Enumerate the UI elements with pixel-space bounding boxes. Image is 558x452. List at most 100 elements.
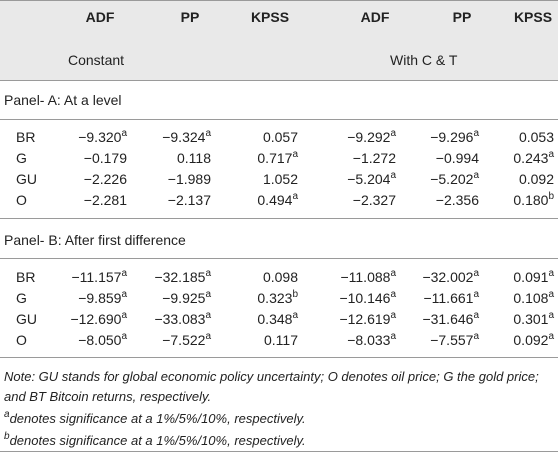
row-label: BR	[16, 269, 36, 285]
cell-superscript: a	[473, 128, 479, 139]
cell: −2.226	[84, 170, 127, 188]
row-label: O	[16, 332, 27, 348]
cell-superscript: a	[205, 128, 211, 139]
cell-value: −1.272	[352, 150, 396, 166]
cell: −12.619a	[339, 310, 396, 328]
cell-value: 0.301	[513, 311, 549, 327]
cell-value: 0.057	[262, 129, 298, 145]
cell: 0.301a	[513, 310, 554, 328]
cell-value: −5.204	[347, 171, 391, 187]
cell-value: −5.202	[430, 171, 474, 187]
note-text: Note: GU stands for global economic poli…	[4, 369, 539, 404]
column-header: ADF	[85, 9, 115, 25]
cell-superscript: b	[548, 191, 554, 202]
cell: −12.690a	[70, 310, 127, 328]
column-header: ADF	[360, 9, 390, 25]
cell-value: 0.348	[257, 311, 293, 327]
cell-value: 0.117	[264, 332, 298, 348]
cell-value: −31.646	[422, 311, 474, 327]
note: bdenotes significance at a 1%/5%/10%, re…	[4, 431, 552, 451]
cell-value: −2.327	[352, 192, 396, 208]
cell-superscript: a	[548, 331, 554, 342]
cell: −2.137	[168, 191, 211, 209]
cell-superscript: a	[121, 268, 127, 279]
cell-superscript: a	[292, 310, 298, 321]
cell-value: 1.052	[262, 171, 298, 187]
header-background	[0, 0, 558, 80]
cell-value: 0.180	[513, 192, 549, 208]
cell-superscript: a	[390, 268, 396, 279]
cell: 0.180b	[513, 191, 554, 209]
row-label: GU	[16, 311, 37, 327]
cell: −32.185a	[154, 268, 211, 286]
cell-value: −0.179	[83, 150, 127, 166]
cell-value: −0.994	[435, 150, 479, 166]
cell-value: −10.146	[339, 290, 391, 306]
cell: −7.522a	[162, 331, 211, 349]
cell: −8.050a	[78, 331, 127, 349]
cell: 0.057	[263, 128, 298, 146]
cell: 0.053	[519, 128, 554, 146]
cell: 0.092	[519, 170, 554, 188]
cell-value: 0.091	[513, 269, 549, 285]
cell-superscript: a	[473, 310, 479, 321]
rule	[0, 258, 558, 259]
cell-superscript: a	[205, 331, 211, 342]
cell: 0.117	[264, 331, 298, 349]
cell: 0.348a	[257, 310, 298, 328]
cell: −9.292a	[347, 128, 396, 146]
cell: −0.179	[84, 149, 127, 167]
cell-value: −12.690	[70, 311, 122, 327]
cell-superscript: a	[205, 289, 211, 300]
cell-value: −7.522	[162, 332, 206, 348]
cell-value: −11.157	[71, 269, 122, 285]
cell-value: 0.053	[518, 129, 554, 145]
cell-value: −32.002	[422, 269, 474, 285]
cell-value: −9.292	[347, 129, 391, 145]
cell-value: −1.989	[167, 171, 211, 187]
cell-superscript: a	[548, 268, 554, 279]
cell-value: 0.243	[513, 150, 549, 166]
cell-value: −11.661	[423, 290, 474, 306]
panel-title: Panel- A: At a level	[4, 92, 122, 108]
cell: −0.994	[436, 149, 479, 167]
cell-superscript: a	[548, 149, 554, 160]
note-superscript: b	[4, 431, 10, 442]
cell-value: −9.320	[78, 129, 122, 145]
cell-value: −9.324	[162, 129, 206, 145]
cell-value: 0.717	[257, 150, 293, 166]
cell-value: −9.859	[78, 290, 122, 306]
group-header: Constant	[68, 52, 125, 68]
cell: −2.281	[84, 191, 127, 209]
cell: 0.323b	[257, 289, 298, 307]
cell-value: −2.356	[435, 192, 479, 208]
cell-superscript: a	[121, 310, 127, 321]
cell: −7.557a	[430, 331, 479, 349]
cell-superscript: b	[292, 289, 298, 300]
cell-value: −33.083	[154, 311, 206, 327]
panel-title: Panel- B: After first difference	[4, 232, 186, 248]
column-header: PP	[452, 9, 472, 25]
cell: −9.925a	[162, 289, 211, 307]
note-text: denotes significance at a 1%/5%/10%, res…	[9, 411, 306, 426]
row-label: O	[16, 192, 27, 208]
cell-superscript: a	[121, 331, 127, 342]
cell-value: 0.118	[177, 150, 211, 166]
cell: −9.324a	[162, 128, 211, 146]
rule	[0, 357, 558, 358]
cell: −11.157a	[71, 268, 127, 286]
cell-value: 0.092	[513, 332, 549, 348]
cell: −5.202a	[430, 170, 479, 188]
cell: −11.661a	[423, 289, 479, 307]
cell-superscript: a	[205, 310, 211, 321]
cell: −2.327	[353, 191, 396, 209]
cell-value: −7.557	[430, 332, 474, 348]
cell-superscript: a	[548, 310, 554, 321]
group-header: With C & T	[390, 52, 458, 68]
cell: −33.083a	[154, 310, 211, 328]
row-label: G	[16, 290, 27, 306]
cell: −31.646a	[422, 310, 479, 328]
cell-value: 0.323	[257, 290, 293, 306]
rule	[0, 0, 558, 1]
